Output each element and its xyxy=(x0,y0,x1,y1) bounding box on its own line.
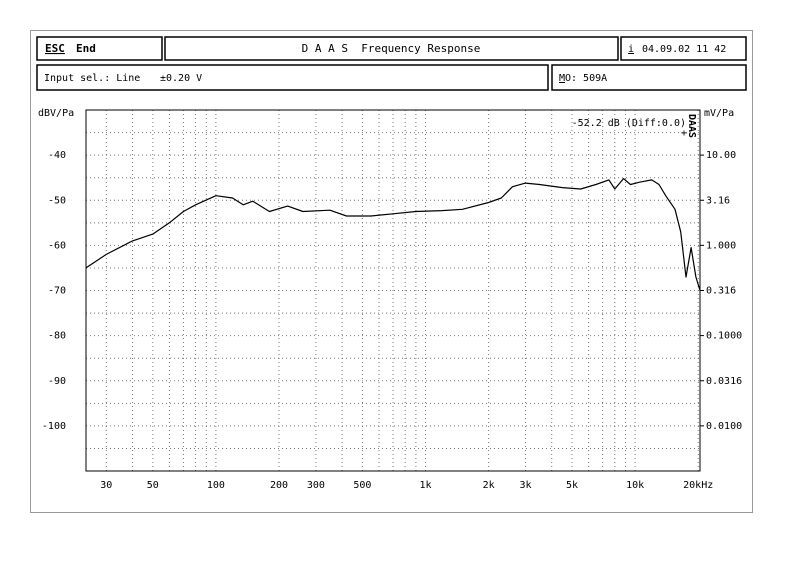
y-tick-label: -60 xyxy=(48,240,66,251)
y-tick-label: -50 xyxy=(48,195,66,206)
date-box[interactable] xyxy=(620,36,747,61)
info-key[interactable]: i xyxy=(628,44,634,55)
x-tick-label: 10k xyxy=(626,480,644,491)
y-tick-label: -90 xyxy=(48,376,66,387)
esc-key[interactable]: ESC xyxy=(45,42,65,55)
esc-box[interactable] xyxy=(36,36,163,61)
y2-tick-label: 0.316 xyxy=(706,286,736,297)
x-tick-label: 3k xyxy=(519,480,531,491)
y2-tick-label: 1.000 xyxy=(706,240,736,251)
x-tick-label: 2k xyxy=(483,480,495,491)
cursor-marker: + xyxy=(681,128,687,139)
mo-key[interactable]: M xyxy=(559,73,565,84)
x-tick-label: 200 xyxy=(270,480,288,491)
x-tick-label: 5k xyxy=(566,480,578,491)
mo-value: O: 509A xyxy=(565,73,607,84)
date: 04.09.02 11 42 xyxy=(642,44,726,55)
x-tick-label: 50 xyxy=(147,480,159,491)
title-box xyxy=(164,36,619,61)
plot: 30 50 100 200 300 500 1k 2k 3k 5k 10k 20kHz -40 -50 -6… xyxy=(38,108,742,491)
x-tick-label: 20kHz xyxy=(683,480,713,491)
x-tick-label: 100 xyxy=(207,480,225,491)
y-tick-label: -80 xyxy=(48,331,66,342)
y-tick-label: -40 xyxy=(48,150,66,161)
mo-box[interactable] xyxy=(551,64,747,91)
y-tick-label: -100 xyxy=(42,421,66,432)
y-axis-label: dBV/Pa xyxy=(38,108,74,119)
input-sel: Input sel.: Line xyxy=(44,73,140,84)
x-tick-label: 1k xyxy=(419,480,431,491)
y2-tick-label: 0.0100 xyxy=(706,421,742,432)
y2-axis-label: mV/Pa xyxy=(704,108,734,119)
x-tick-label: 500 xyxy=(353,480,371,491)
y2-tick-label: 3.16 xyxy=(706,195,730,206)
input-box xyxy=(36,64,549,91)
y2-tick-label: 10.00 xyxy=(706,150,736,161)
x-tick-label: 300 xyxy=(307,480,325,491)
annotation: -52.2 dB (Diff:0.0) xyxy=(572,118,686,129)
input-range: ±0.20 V xyxy=(160,73,202,84)
esc-label[interactable]: End xyxy=(76,42,96,55)
y2-tick-label: 0.0316 xyxy=(706,376,742,387)
y2-tick-label: 0.1000 xyxy=(706,331,742,342)
frame xyxy=(30,30,753,513)
x-tick-label: 30 xyxy=(100,480,112,491)
watermark: DAAS xyxy=(686,114,697,138)
title: D A A S Frequency Response xyxy=(302,42,481,55)
response-line xyxy=(85,178,701,291)
y-tick-label: -70 xyxy=(48,286,66,297)
